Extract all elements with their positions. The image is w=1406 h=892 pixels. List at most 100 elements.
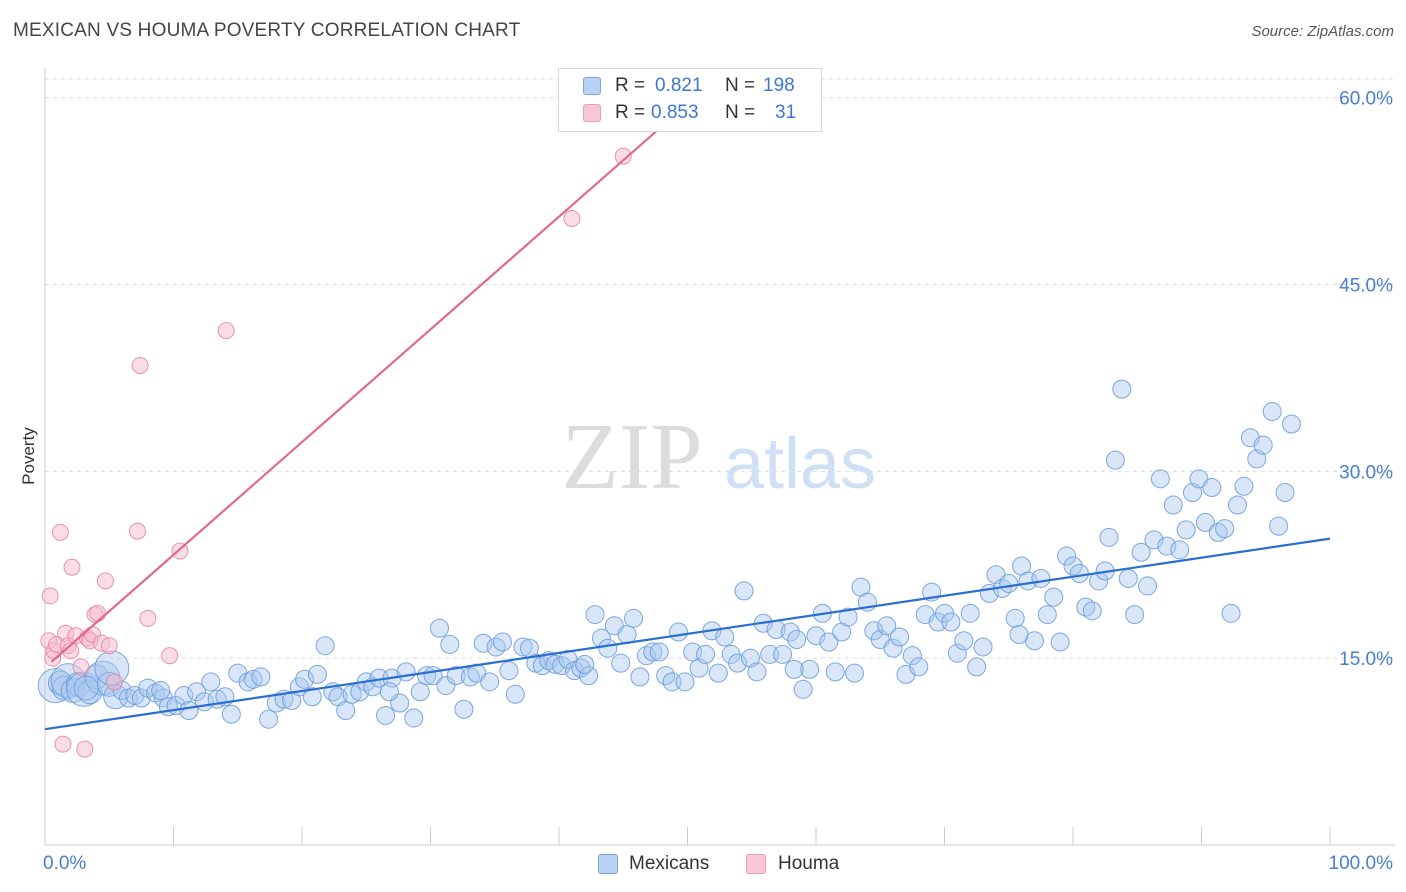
chart-title: MEXICAN VS HOUMA POVERTY CORRELATION CHA… [13, 20, 521, 41]
mexicans-point [845, 663, 865, 683]
legend-r-value: 0.821 [655, 75, 703, 96]
mexicans-point [1195, 512, 1215, 532]
bottom-legend-swatch-houma [746, 854, 766, 874]
mexicans-point [669, 622, 689, 642]
houma-point [131, 356, 149, 374]
mexicans-point [1208, 522, 1228, 542]
mexicans-point [1157, 536, 1177, 556]
mexicans-point [440, 634, 460, 654]
mexicans-point [73, 675, 99, 701]
mexicans-point [579, 666, 599, 686]
mexicans-point [179, 700, 199, 720]
mexicans-point [780, 622, 800, 642]
mexicans-point [877, 616, 897, 636]
mexicans-point [174, 686, 194, 706]
mexicans-point [947, 643, 967, 663]
mexicans-point [1099, 527, 1119, 547]
mexicans-point [545, 654, 565, 674]
mexicans-point [1150, 469, 1170, 489]
mexicans-point [295, 669, 315, 689]
houma-point [100, 637, 118, 655]
mexicans-point [1227, 495, 1247, 515]
watermark: ZIP atlas [562, 405, 877, 509]
mexicans-point [1234, 476, 1254, 496]
x-tick-label-max: 100.0% [1329, 853, 1394, 874]
mexicans-point [1112, 379, 1132, 399]
mexicans-point [734, 581, 754, 601]
mexicans-point [221, 704, 241, 724]
mexicans-point [1281, 414, 1301, 434]
mexicans-point [695, 644, 715, 664]
mexicans-point [708, 663, 728, 683]
mexicans-point [429, 618, 449, 638]
bottom-legend-label-houma: Houma [778, 853, 840, 874]
mexicans-point [187, 682, 207, 702]
mexicans-point [1262, 402, 1282, 422]
mexicans-point [251, 667, 271, 687]
mexicans-point [649, 642, 669, 662]
legend-n-value: 31 [775, 102, 797, 123]
mexicans-point [259, 709, 279, 729]
mexicans-point [505, 684, 525, 704]
x-tick-label-min: 0.0% [43, 853, 86, 874]
mexicans-point [1069, 563, 1089, 583]
mexicans-point [1057, 546, 1077, 566]
houma-point [63, 558, 81, 576]
mexicans-point [151, 681, 171, 701]
mexicans-point [342, 684, 362, 704]
mexicans-point [1082, 601, 1102, 621]
legend-n-value: 198 [763, 75, 795, 96]
mexicans-point [1176, 520, 1196, 540]
mexicans-point [243, 669, 263, 689]
mexicans-point [1269, 516, 1289, 536]
mexicans-point [1063, 556, 1083, 576]
mexicans-point [1009, 625, 1029, 645]
houma-point [89, 604, 107, 622]
tick-labels: 15.0% 30.0% 45.0% 60.0% 0.0% 100.0% [43, 89, 1393, 874]
mexicans-point [201, 672, 221, 692]
mexicans-point [404, 708, 424, 728]
mexicans-point [454, 699, 474, 719]
mexicans-point [446, 666, 466, 686]
houma-point [614, 147, 632, 165]
legend-r-label: R = [615, 102, 646, 123]
houma-point [72, 658, 90, 676]
mexicans-point [747, 662, 767, 682]
mexicans-point [999, 573, 1019, 593]
mexicans-point [410, 682, 430, 702]
trend-line-houma [50, 103, 689, 663]
mexicans-point [1163, 495, 1183, 515]
mexicans-point [302, 687, 322, 707]
mexicans-point [611, 653, 631, 673]
legend-r-label: R = [615, 75, 646, 96]
grid-lines [45, 78, 1395, 659]
mexicans-point [902, 646, 922, 666]
mexicans-point [800, 659, 820, 679]
mexicans-point [1044, 587, 1064, 607]
mexicans-point [825, 662, 845, 682]
mexicans-point [585, 605, 605, 625]
legend-n-label: N = [725, 75, 756, 96]
mexicans-point [131, 688, 151, 708]
mexicans-point [1031, 568, 1051, 588]
bottom-legend-swatch-mexicans [598, 854, 618, 874]
mexicans-point [499, 661, 519, 681]
mexicans-point [77, 679, 103, 705]
mexicans-point [238, 672, 258, 692]
houma-point [76, 740, 94, 758]
mexicans-point [1215, 519, 1235, 539]
trend-lines [44, 103, 1331, 731]
series-mexicans [37, 379, 1301, 729]
mexicans-point [967, 657, 987, 677]
legend-r-value: 0.853 [651, 102, 699, 123]
mexicans-point [784, 659, 804, 679]
mexicans-point [1050, 632, 1070, 652]
mexicans-point [315, 636, 335, 656]
legend-n-label: N = [725, 102, 756, 123]
mexicans-point [376, 705, 396, 725]
mexicans-point [773, 644, 793, 664]
houma-point [129, 522, 147, 540]
houma-point [96, 572, 114, 590]
mexicans-point [396, 662, 416, 682]
